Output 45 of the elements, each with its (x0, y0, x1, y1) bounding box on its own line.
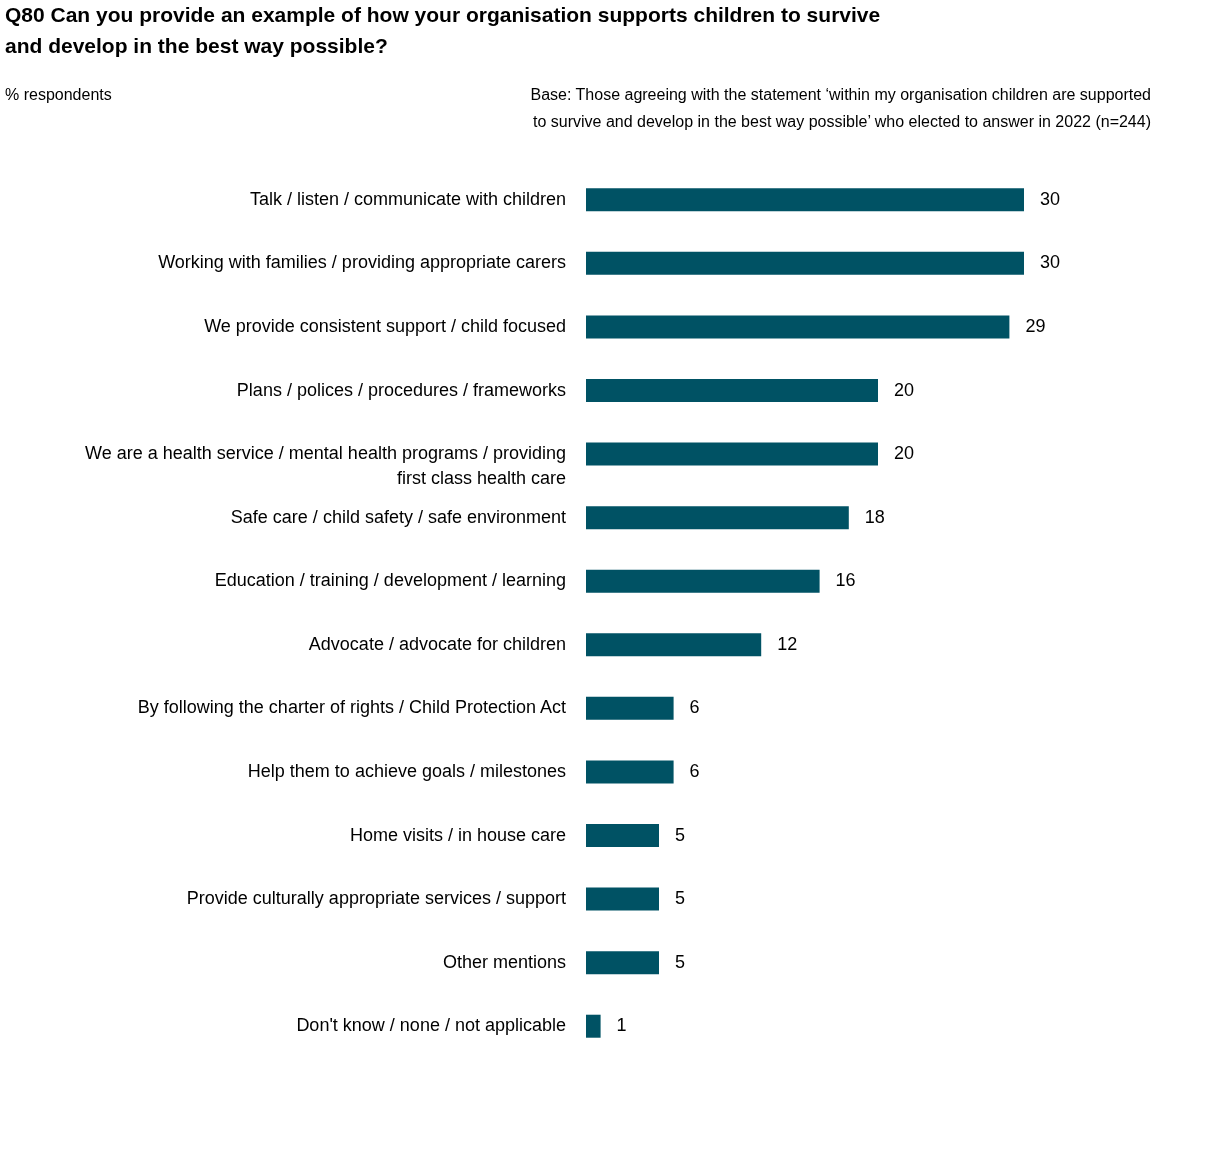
y-tick-label: Other mentions (442, 951, 566, 972)
text: % respondents (5, 86, 112, 103)
data-label: 1 (616, 1015, 627, 1036)
bar (586, 887, 659, 911)
data-label: 16 (835, 570, 856, 591)
y-tick-label: Home visits / in house care (349, 824, 566, 845)
bar (586, 315, 1010, 339)
bar (586, 760, 674, 784)
data-label: 6 (689, 760, 700, 781)
bar (586, 251, 1024, 275)
bar (586, 569, 820, 593)
chart-title: Q80 Can you provide an example of how your organisation supports children to survive and develop in the best way possible? (5, 3, 881, 57)
bar (586, 633, 762, 657)
y-tick-label: Don't know / none / not applicable (296, 1015, 566, 1036)
data-label: 29 (1025, 315, 1046, 336)
data-label: 30 (1040, 252, 1061, 273)
bar (586, 379, 878, 402)
y-tick-label: Safe care / child safety / safe environment (230, 506, 566, 527)
y-tick-label: Working with families / providing appropriate carers (158, 252, 566, 273)
text: Base: Those agreeing with the statement ‘within my organisation children are supported to survive and develop in the best way possible’ who elected to answer in 2022 (n=244) (530, 86, 1151, 130)
y-tick-label: Help them to achieve goals / milestones (247, 760, 566, 781)
bar (586, 824, 659, 847)
y-tick-label: Advocate / advocate for children (308, 633, 566, 654)
y-tick-label: Provide culturally appropriate services / support (186, 888, 566, 909)
data-label: 5 (675, 824, 686, 845)
bar (586, 188, 1024, 212)
data-label: 30 (1040, 188, 1061, 209)
data-label: 18 (864, 506, 885, 527)
data-label: 6 (689, 697, 700, 718)
y-tick-label: By following the charter of rights / Child Protection Act (137, 697, 566, 718)
data-label: 20 (894, 379, 915, 400)
bar (586, 442, 878, 466)
y-tick-label: Education / training / development / learning (214, 570, 566, 591)
data-label: 5 (675, 951, 686, 972)
bar (586, 696, 674, 720)
data-label: 12 (777, 633, 798, 654)
y-tick-label: We provide consistent support / child focused (204, 315, 566, 336)
data-label: 5 (675, 888, 686, 909)
bar (586, 951, 659, 975)
data-label: 20 (894, 443, 915, 464)
y-tick-label: Talk / listen / communicate with children (249, 188, 566, 209)
y-tick-label: Plans / polices / procedures / frameworks (236, 379, 566, 400)
bar (586, 1014, 601, 1038)
bar (586, 506, 849, 530)
y-tick-label: We are a health service / mental health programs / providing first class health care (85, 443, 566, 489)
